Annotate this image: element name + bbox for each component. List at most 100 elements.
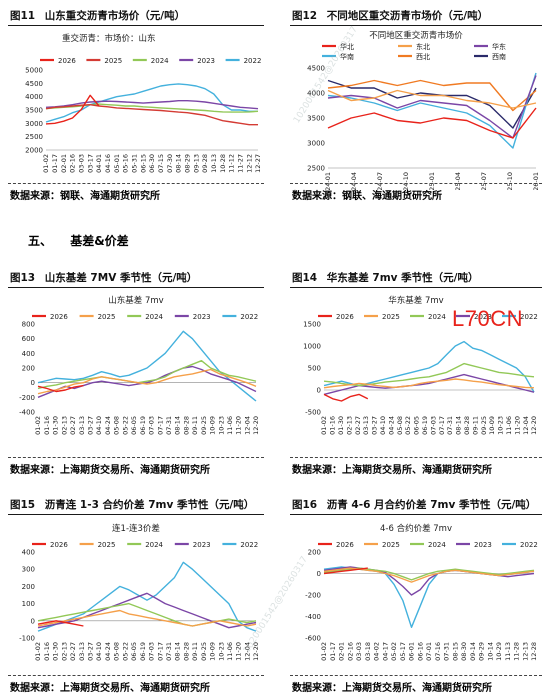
x-tick-label-4-5: 03-13 [78,642,86,661]
legend-label-1-4: 西北 [416,53,430,61]
x-tick-label-2-12: 06-19 [139,416,147,435]
x-tick-label-1-2: 24-07 [376,172,384,190]
x-tick-label-2-1: 01-16 [43,416,51,435]
legend-label-5-4: 2022 [520,541,538,549]
y-tick-label-4-0: -100 [19,635,35,643]
x-tick-label-2-4: 02-27 [69,416,77,435]
figure-12-bottom-rule [290,183,542,184]
legend-label-1-3: 华南 [340,52,354,61]
figure-13-title: 山东基差 7MV 季节性（元/吨） [44,272,198,284]
x-tick-label-5-11: 06-16 [416,642,424,661]
x-tick-label-3-21: 10-23 [497,416,505,435]
x-tick-label-4-0: 01-02 [34,642,42,661]
figure-11-source: 数据来源：钢联、海通期货研究所 [10,191,160,202]
series-line-0-2024 [45,103,259,113]
x-tick-label-4-3: 02-13 [60,642,68,661]
x-tick-label-3-6: 03-27 [371,416,379,435]
x-tick-label-0-14: 07-30 [166,154,174,173]
x-tick-label-0-16: 08-29 [184,154,192,173]
x-tick-label-1-4: 25-01 [428,172,436,190]
x-tick-label-5-8: 05-02 [390,642,398,661]
series-line-3-2025 [323,378,535,389]
legend-label-4-3: 2023 [193,541,211,549]
x-tick-label-3-24: 12-04 [522,416,530,435]
x-tick-label-4-9: 05-08 [113,642,121,661]
figure-14-rule [290,287,542,288]
x-tick-label-4-19: 09-25 [200,642,208,661]
figure-15-header: 图15 沥青连 1-3 合约价差 7mv 季节性（元/吨） [10,497,254,512]
x-tick-label-5-21: 11-13 [504,642,512,661]
legend-label-0-0: 2026 [58,57,76,65]
y-tick-label-0-0: 2000 [25,147,43,155]
x-tick-label-4-7: 04-10 [95,642,103,661]
series-line-1-华北 [327,107,537,139]
x-tick-label-5-15: 08-15 [451,642,459,661]
x-tick-label-5-0: 01-02 [320,642,328,661]
x-tick-label-0-23: 12-12 [245,154,253,173]
x-tick-label-0-15: 08-14 [175,154,183,173]
legend-label-5-3: 2023 [474,541,492,549]
x-tick-label-5-4: 03-03 [355,642,363,661]
legend-label-3-3: 2023 [474,313,492,321]
legend-label-5-0: 2026 [336,541,354,549]
chart-15: 2026 2025 2024 2023 2022 -100 0 100 200 300 400 01-… [19,541,260,661]
legend-label-0-1: 2025 [104,57,122,65]
x-tick-label-0-20: 10-28 [219,154,227,173]
x-tick-label-2-10: 05-22 [121,416,129,435]
x-tick-label-3-13: 07-03 [429,416,437,435]
legend-label-0-2: 2024 [151,57,169,65]
x-tick-label-3-9: 05-08 [396,416,404,435]
x-tick-label-0-6: 04-01 [95,154,103,173]
figure-11-bottom-rule [8,183,264,184]
figure-11-number: 图11 [10,10,36,22]
x-tick-label-0-22: 11-27 [237,154,245,173]
series-line-5-2024 [323,567,535,581]
x-tick-label-3-3: 02-13 [345,416,353,435]
figure-16-source: 数据来源：上海期货交易所、海通期货研究所 [292,683,492,694]
series-line-2-2024 [37,360,257,390]
y-tick-label-3-3: 1000 [303,343,321,351]
figure-12-number: 图12 [292,10,318,22]
figure-11-header: 图11 山东重交沥青市场价（元/吨） [10,8,185,23]
x-tick-label-2-14: 07-17 [156,416,164,435]
y-tick-label-2-2: 0 [31,379,35,387]
legend-label-1-0: 华北 [340,42,354,51]
legend-label-4-4: 2022 [240,541,258,549]
figure-11-title: 山东重交沥青市场价（元/吨） [44,10,186,22]
figure-13-source: 数据来源：上海期货交易所、海通期货研究所 [10,465,210,476]
x-tick-label-1-8: 26-01 [532,172,540,190]
x-tick-label-4-21: 10-23 [217,642,225,661]
y-tick-label-3-2: 500 [308,365,321,373]
series-line-4-2025 [37,609,257,627]
figure-15-rule [8,514,264,515]
x-tick-label-0-11: 06-15 [139,154,147,173]
x-tick-label-3-5: 03-13 [362,416,370,435]
x-tick-label-2-17: 08-28 [182,416,190,435]
y-tick-label-5-0: -600 [305,635,321,643]
series-line-0-2025 [45,104,258,126]
x-tick-label-5-9: 05-17 [399,642,407,661]
chart-16-title: 4-6 合约价差 7mv [379,524,452,534]
x-tick-label-0-18: 09-28 [201,154,209,173]
x-tick-label-2-0: 01-02 [34,416,42,435]
y-tick-label-3-1: 0 [317,387,321,395]
x-tick-label-2-13: 07-03 [148,416,156,435]
x-tick-label-5-3: 02-16 [346,642,354,661]
x-tick-label-5-22: 11-28 [513,642,521,661]
x-tick-label-4-6: 03-27 [87,642,95,661]
figure-11-rule [8,25,264,26]
series-line-0-2026 [45,94,100,125]
x-tick-label-1-1: 24-04 [350,172,358,190]
x-tick-label-2-2: 01-30 [52,416,60,435]
x-tick-label-3-7: 04-10 [379,416,387,435]
x-tick-label-2-3: 02-13 [60,416,68,435]
x-tick-label-3-10: 05-22 [404,416,412,435]
y-tick-label-4-5: 400 [22,549,35,557]
legend-label-2-1: 2025 [98,313,116,321]
legend-label-3-0: 2026 [336,313,354,321]
figure-12-source: 数据来源：钢联、海通期货研究所 [292,191,442,202]
legend-label-0-3: 2023 [197,57,215,65]
x-tick-label-3-0: 01-02 [320,416,328,435]
y-tick-label-0-4: 4000 [25,93,43,101]
